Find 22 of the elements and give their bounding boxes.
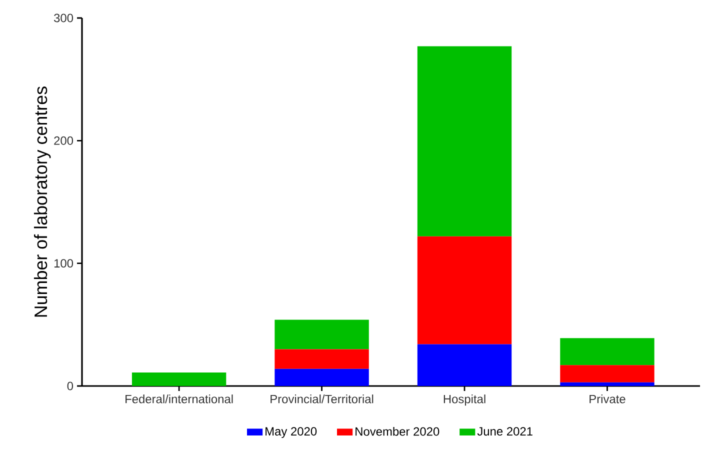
legend-label: November 2020 bbox=[356, 426, 440, 436]
x-tick-label: Private bbox=[590, 394, 626, 404]
bar bbox=[274, 320, 369, 350]
legend-label: June 2021 bbox=[477, 427, 532, 436]
legend-label: May 2020 bbox=[266, 427, 317, 438]
y-tick-label: 300 bbox=[54, 14, 74, 22]
bar bbox=[560, 365, 654, 382]
y-tick-label: 100 bbox=[54, 259, 74, 268]
bar bbox=[417, 46, 512, 236]
y-tick-label: 0 bbox=[67, 382, 74, 390]
x-tick-label: Provincial/Territorial bbox=[270, 394, 374, 404]
x-tick-label: Federal/international bbox=[126, 394, 233, 404]
bar bbox=[560, 338, 654, 366]
x-tick-label: Hospital bbox=[444, 394, 486, 406]
bar bbox=[417, 344, 512, 386]
y-axis-title: Number of laboratory centres bbox=[34, 86, 51, 317]
bar bbox=[274, 349, 369, 369]
y-tick-label: 200 bbox=[54, 136, 74, 145]
bar bbox=[274, 368, 369, 386]
bar bbox=[132, 372, 226, 386]
bar bbox=[560, 382, 654, 386]
bar bbox=[417, 236, 512, 344]
